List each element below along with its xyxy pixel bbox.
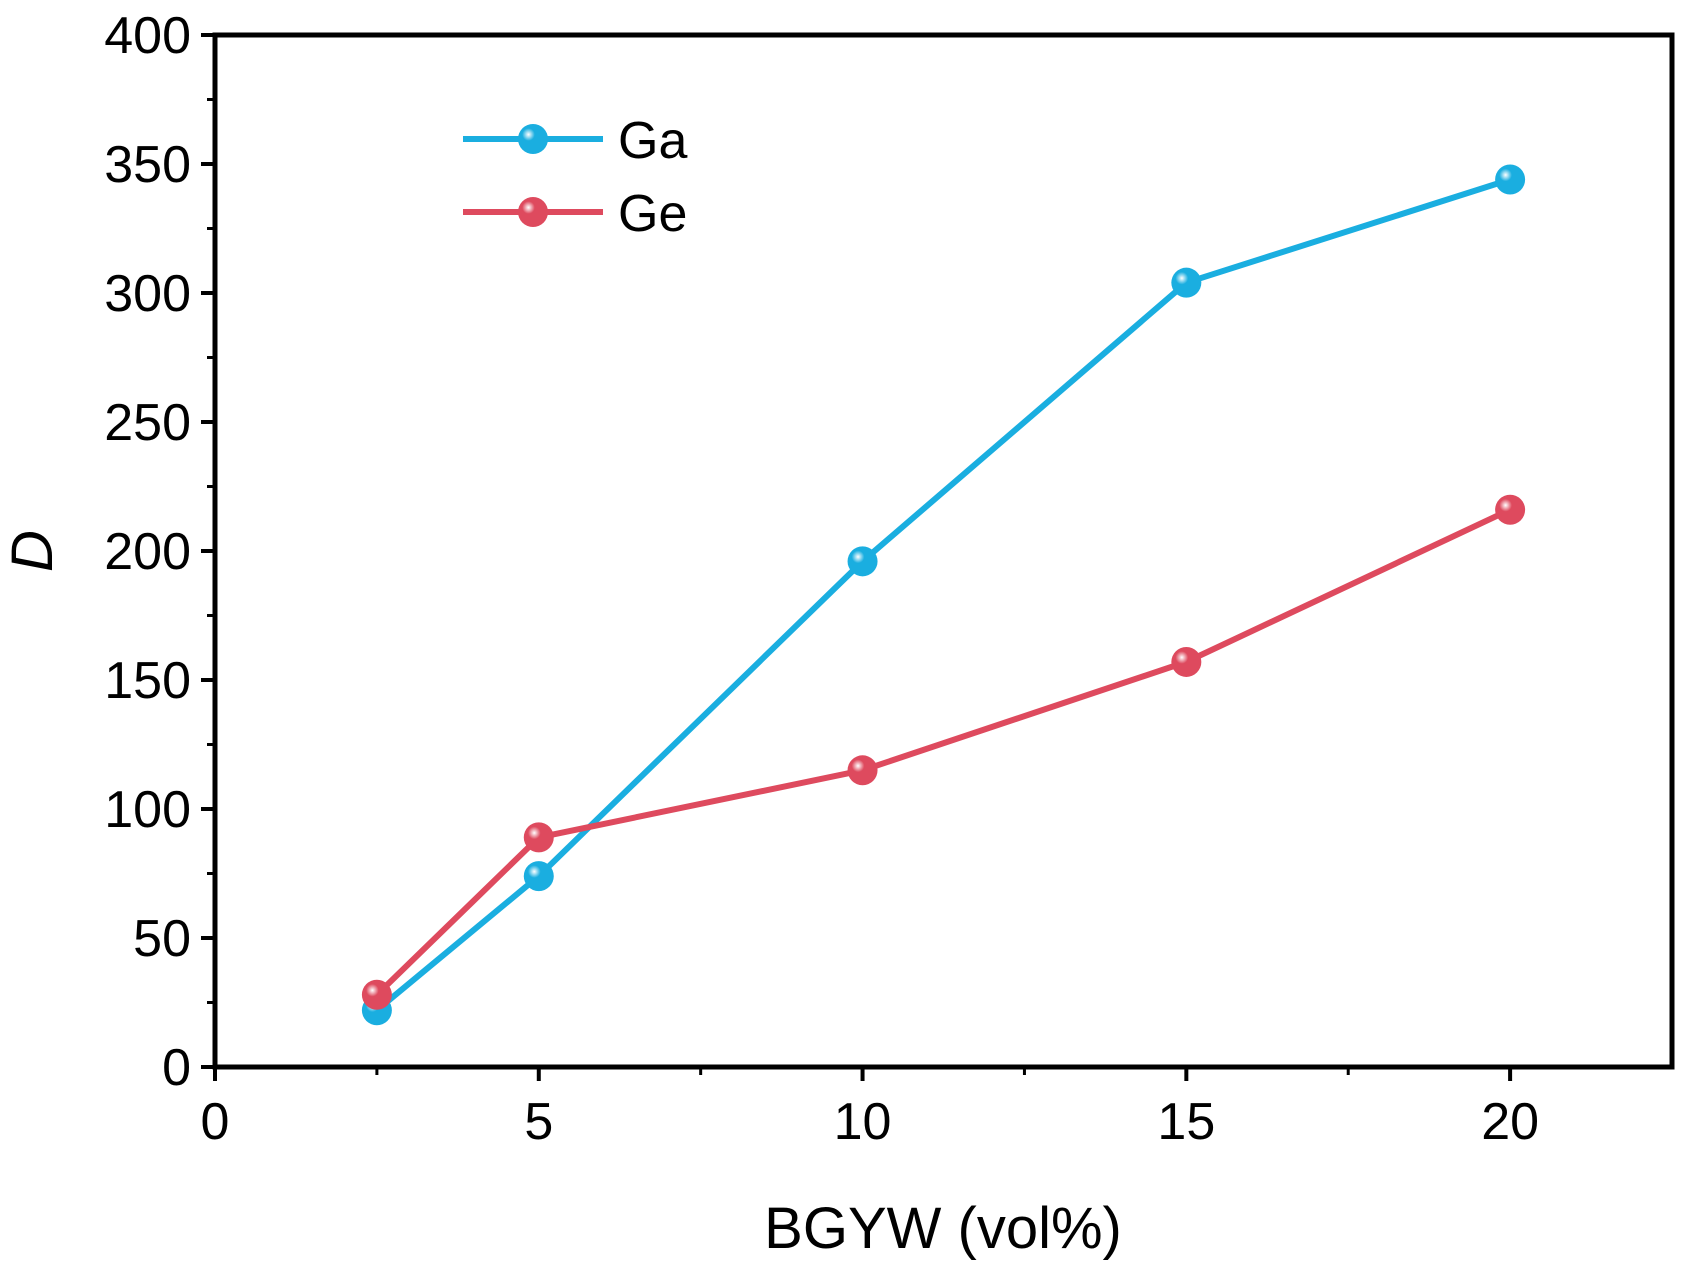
y-axis-title: D (0, 530, 65, 572)
data-point-ge (847, 755, 878, 786)
y-tick-label: 250 (104, 394, 191, 452)
series-ga (361, 164, 1526, 1026)
x-tick-label: 15 (1157, 1093, 1215, 1151)
x-axis-ticks (213, 1067, 1513, 1081)
data-point-ga (1171, 267, 1202, 298)
y-tick-label: 200 (104, 523, 191, 581)
data-point-ga (1495, 164, 1526, 195)
x-axis-tick-labels: 0 5 10 15 20 (201, 1093, 1539, 1151)
legend-marker-ge (518, 197, 548, 227)
data-point-ge (1171, 646, 1202, 677)
legend-item-ge: Ge (463, 185, 687, 243)
y-tick-label: 400 (104, 7, 191, 65)
y-tick-label: 50 (133, 910, 191, 968)
series-ge (361, 494, 1526, 1010)
series-line-ge (374, 506, 1512, 997)
data-point-ge (361, 979, 392, 1010)
legend-label-ga: Ga (618, 112, 687, 170)
legend: Ga Ge (463, 112, 687, 243)
y-axis-tick-labels: 0 50 100 150 200 250 300 350 400 (104, 7, 191, 1097)
data-point-ga (847, 546, 878, 577)
data-point-ga (523, 861, 554, 892)
x-tick-label: 5 (524, 1093, 553, 1151)
y-tick-label: 150 (104, 652, 191, 710)
y-tick-label: 100 (104, 781, 191, 839)
legend-item-ga: Ga (463, 112, 687, 170)
legend-marker-ga (518, 124, 548, 154)
x-tick-label: 10 (834, 1093, 892, 1151)
legend-label-ge: Ge (618, 185, 687, 243)
x-axis-title: BGYW (vol%) (764, 1196, 1122, 1261)
x-tick-label: 20 (1481, 1093, 1539, 1151)
y-tick-label: 0 (162, 1039, 191, 1097)
data-point-ge (523, 822, 554, 853)
series-layer (361, 164, 1526, 1026)
x-tick-label: 0 (201, 1093, 230, 1151)
plot-frame (212, 32, 1675, 1070)
y-axis-ticks (201, 33, 215, 1069)
y-tick-label: 300 (104, 265, 191, 323)
y-tick-label: 350 (104, 136, 191, 194)
data-point-ge (1495, 494, 1526, 525)
